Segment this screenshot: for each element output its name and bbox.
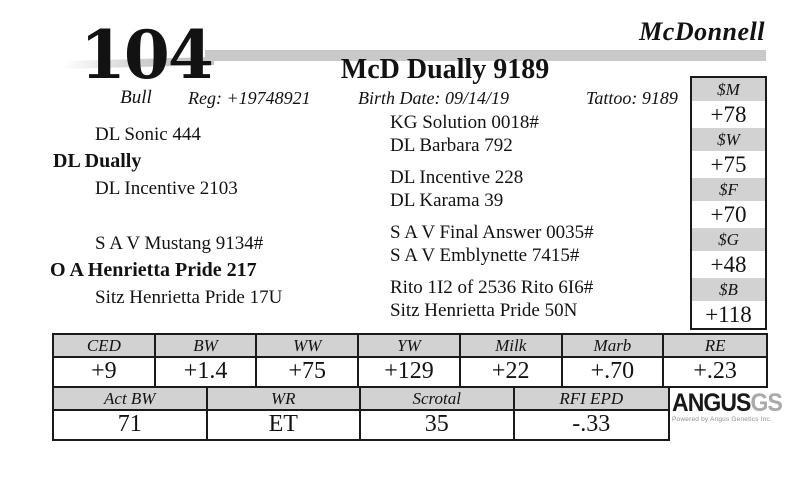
dollar-index-label: $F	[692, 178, 765, 202]
epd-value-cell: +1.4	[156, 358, 258, 386]
pedigree-ancestor: Rito 1I2 of 2536 Rito 6I6#	[390, 277, 594, 298]
dollar-index-value: +75	[710, 152, 747, 177]
gs-logo-text: GS	[750, 389, 782, 417]
epd-value-cell: +.70	[563, 358, 665, 386]
epd-header-cell: WW	[257, 335, 360, 358]
pedigree-ancestor: KG Solution 0018#	[390, 112, 539, 133]
registration-label: Reg:	[188, 88, 222, 108]
pedigree-ancestor: DL Barbara 792	[390, 135, 513, 156]
performance-table: Act BW WR Scrotal RFI EPD 71 ET 35 -.33	[52, 386, 670, 441]
epd-header-cell: CED	[54, 335, 156, 358]
angus-logo-text: ANGUS	[672, 389, 751, 417]
sire-dam: DL Incentive 2103	[95, 178, 238, 199]
epd-value-cell: +129	[359, 358, 461, 386]
epd-header-cell: YW	[359, 335, 461, 358]
accent-bar	[205, 50, 766, 61]
epd-header-cell: BW	[155, 335, 258, 358]
registration-field: Reg: +19748921	[188, 88, 311, 109]
performance-header-cell: WR	[207, 388, 361, 411]
epd-header-cell: Milk	[460, 335, 563, 358]
lot-number: 104	[80, 16, 214, 94]
epd-value-cell: +9	[54, 358, 156, 386]
angus-gs-logo: ANGUSGS Powered by Angus Genetics Inc.	[672, 389, 783, 424]
sire-sire: DL Sonic 444	[95, 124, 201, 145]
sex-label: Bull	[120, 87, 152, 108]
birth-date-label: Birth Date:	[358, 88, 441, 108]
epd-header-cell: RE	[664, 335, 766, 358]
tattoo-label: Tattoo:	[586, 88, 638, 108]
pedigree-ancestor: S A V Emblynette 7415#	[390, 245, 580, 266]
performance-value-cell: 71	[54, 411, 208, 439]
birth-date-value: 09/14/19	[445, 88, 510, 108]
dollar-index-label: $M	[692, 78, 765, 102]
dam: O A Henrietta Pride 217	[50, 259, 257, 281]
performance-value-cell: -.33	[572, 411, 611, 437]
pedigree-ancestor: S A V Final Answer 0035#	[390, 222, 594, 243]
ranch-name: McDonnell	[639, 17, 765, 46]
tattoo-value: 9189	[641, 88, 678, 108]
performance-header-cell: Act BW	[54, 388, 208, 411]
performance-header-cell: Scrotal	[361, 388, 515, 411]
dam-dam: Sitz Henrietta Pride 17U	[95, 287, 283, 308]
performance-value-cell: 35	[361, 411, 515, 439]
performance-value-cell: ET	[208, 411, 361, 439]
registration-value: +19748921	[226, 88, 311, 108]
epd-header-cell: Marb	[562, 335, 665, 358]
dollar-index-table: $M +78 $W +75 $F +70 $G +48 $B +118	[690, 76, 767, 330]
tattoo-field: Tattoo: 9189	[586, 88, 678, 109]
epd-value-cell: +22	[461, 358, 563, 386]
dollar-index-label: $W	[692, 128, 765, 152]
sire: DL Dually	[53, 150, 142, 172]
pedigree-ancestor: DL Incentive 228	[390, 167, 524, 188]
dollar-index-value: +78	[710, 102, 747, 127]
angus-gs-logo-wordmark: ANGUSGS	[672, 389, 783, 417]
epd-value-cell: +75	[257, 358, 360, 386]
logo-tagline: Powered by Angus Genetics Inc.	[672, 416, 772, 424]
performance-header-cell: RFI EPD	[514, 388, 668, 411]
dollar-index-label: $B	[692, 278, 765, 302]
epd-value-cell: +.23	[693, 358, 737, 384]
dam-sire: S A V Mustang 9134#	[95, 233, 264, 254]
pedigree-ancestor: DL Karama 39	[390, 190, 504, 211]
animal-name: McD Dually 9189	[340, 54, 550, 85]
dollar-index-value: +48	[710, 252, 747, 277]
dollar-index-label: $G	[692, 228, 765, 252]
epd-table: CED BW WW YW Milk Marb RE +9 +1.4 +75 +1…	[52, 333, 768, 388]
pedigree-ancestor: Sitz Henrietta Pride 50N	[390, 300, 578, 321]
birth-date-field: Birth Date: 09/14/19	[358, 88, 509, 109]
dollar-index-value: +118	[705, 302, 752, 327]
dollar-index-value: +70	[710, 202, 747, 227]
